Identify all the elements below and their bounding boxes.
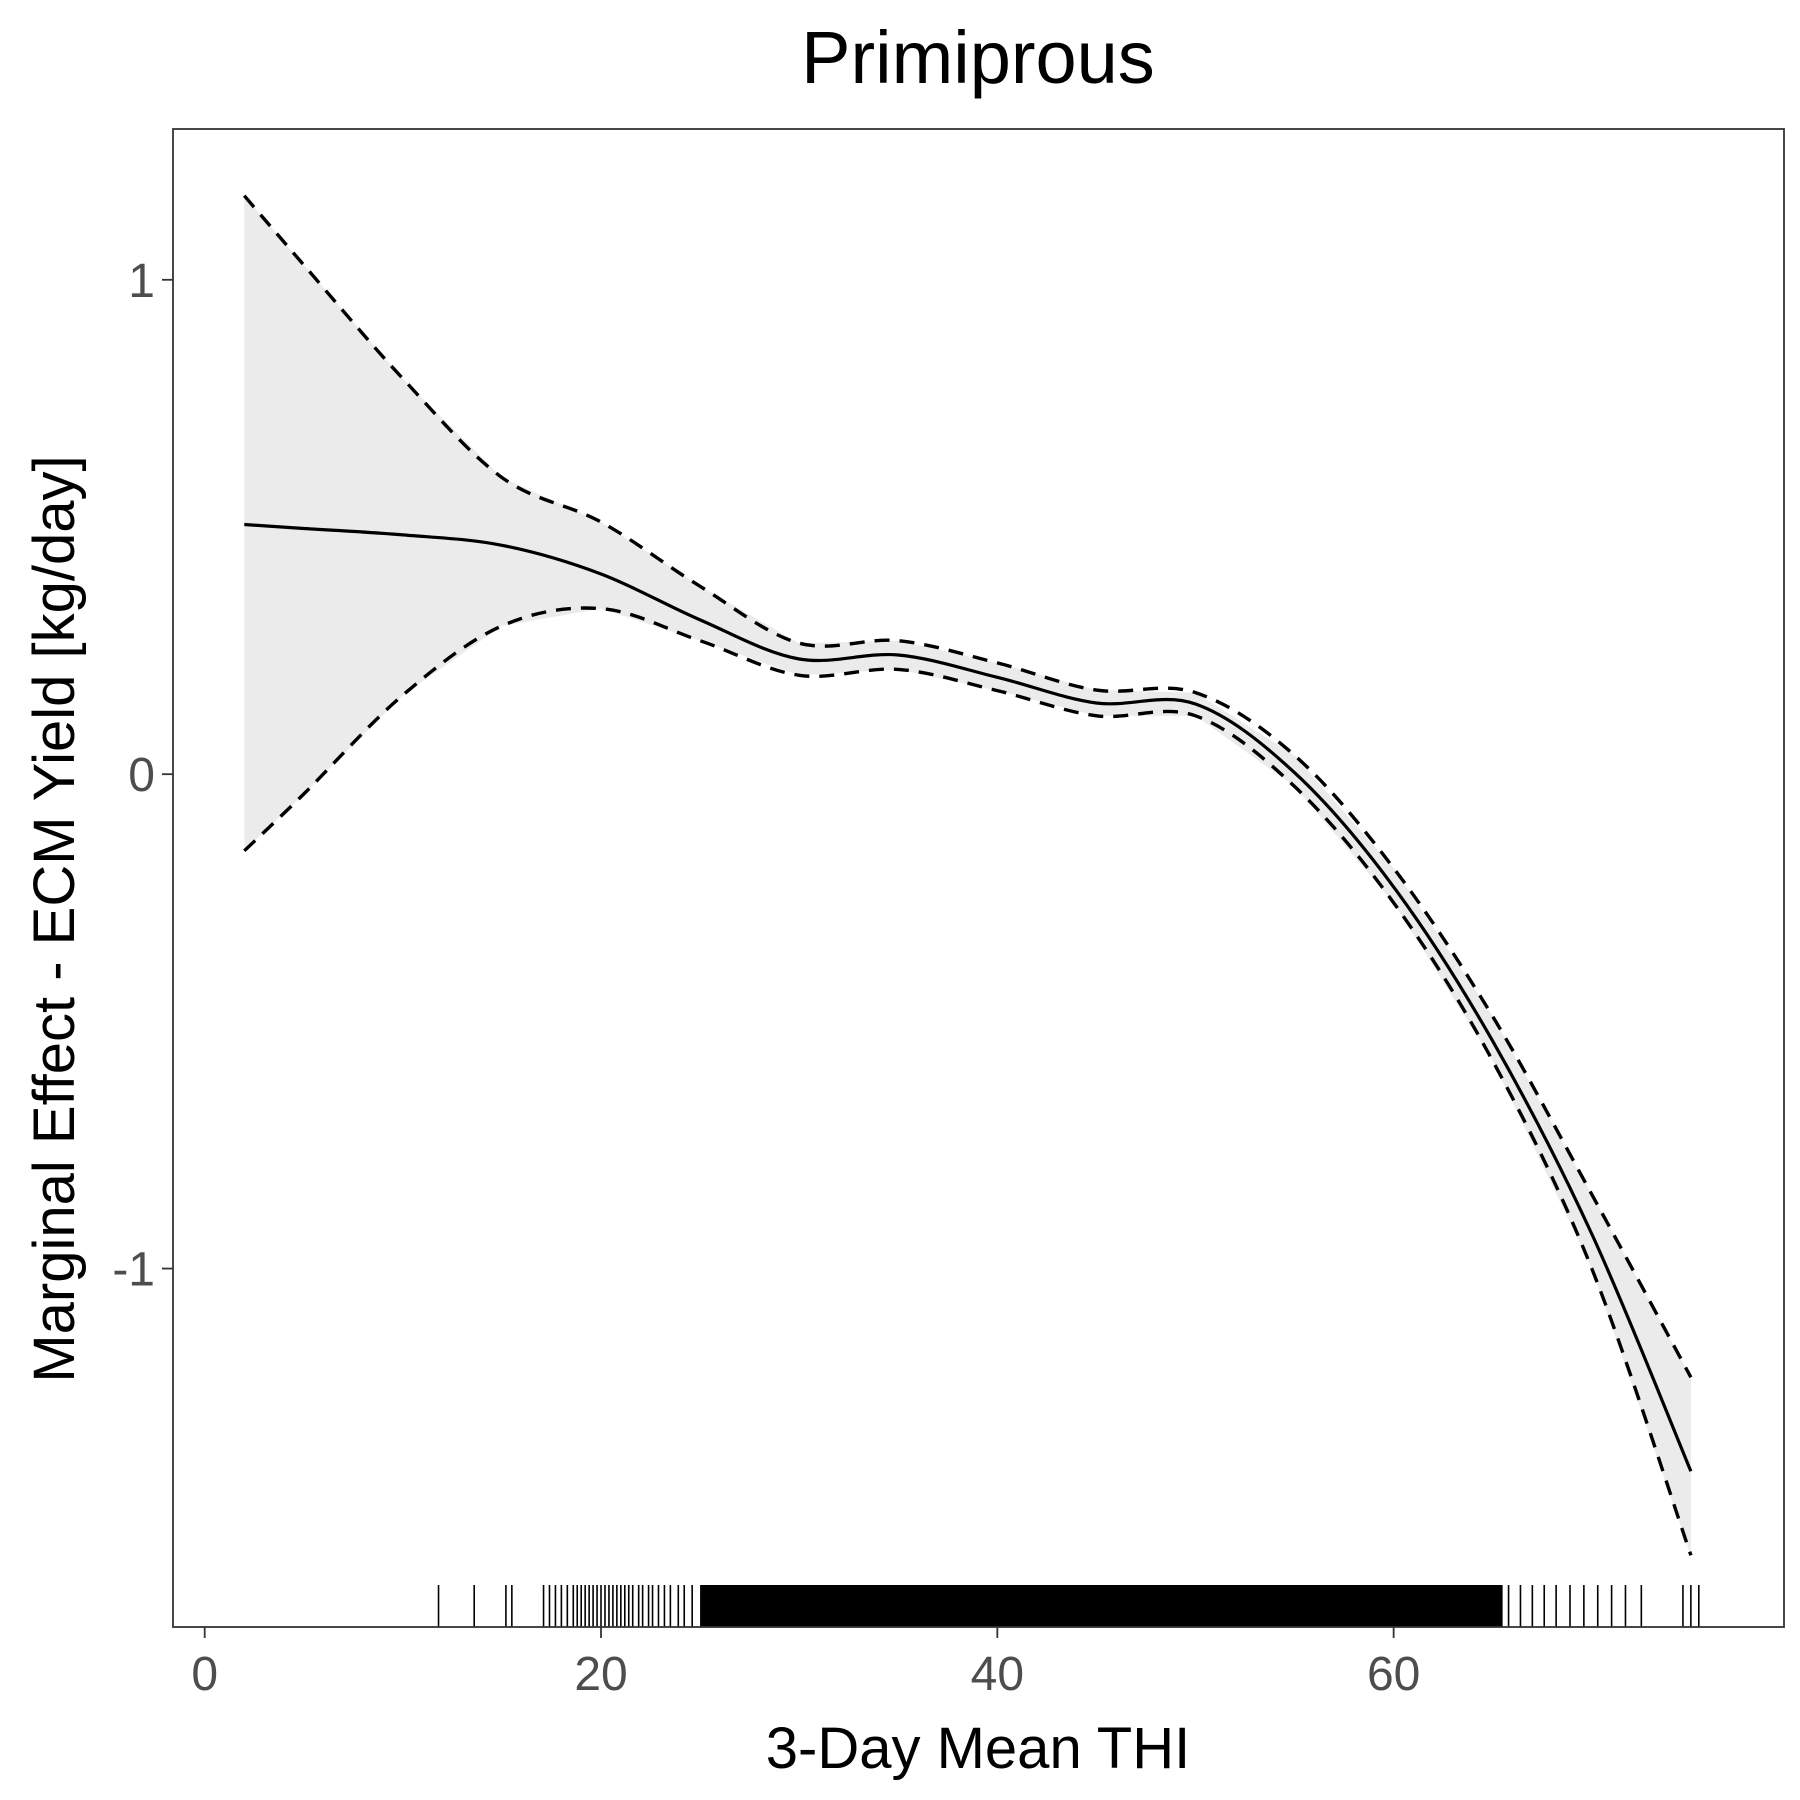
upper-ci-line [243,194,1693,1379]
confidence-band [244,195,1691,1556]
chart-title: Primiprous [801,16,1155,99]
x-tick-label: 0 [191,1648,218,1701]
panel-border [172,128,1785,1628]
y-tick-label: 1 [128,255,155,308]
lower-ci-line [243,606,1693,1556]
x-axis-label: 3-Day Mean THI [766,1716,1190,1781]
rug-dense-band [700,1585,1503,1627]
plot-area: 0 20 40 60 1 0 -1 [112,128,1785,1701]
x-tick-label: 40 [971,1648,1024,1701]
effect-line [244,522,1693,1472]
y-tick-label: -1 [112,1244,155,1297]
y-axis-label: Marginal Effect - ECM Yield [kg/day] [22,455,87,1382]
y-tick-label: 0 [128,749,155,802]
x-tick-label: 20 [574,1648,627,1701]
x-tick-label: 60 [1367,1648,1420,1701]
